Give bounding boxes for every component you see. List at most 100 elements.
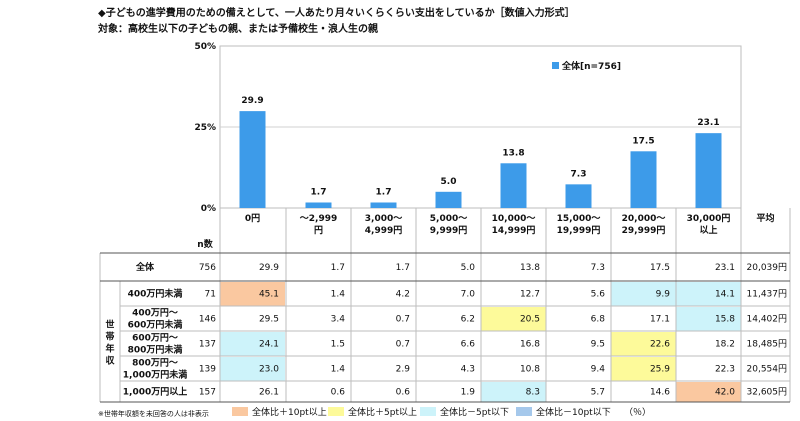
- table-cell: 0.7: [396, 315, 410, 325]
- table-cell: 0.7: [396, 340, 410, 350]
- category-label: 9,999円: [430, 225, 467, 236]
- bar: [305, 202, 332, 208]
- bar: [695, 133, 722, 208]
- row-label: 1,000万円未満: [123, 369, 187, 381]
- row-label: 400万円～: [132, 308, 178, 319]
- bar-value-label: 1.7: [311, 187, 327, 197]
- row-n: 146: [199, 315, 216, 325]
- row-label: 400万円未満: [128, 288, 183, 300]
- table-cell: 16.8: [520, 340, 540, 350]
- highlight-cell: [611, 282, 676, 306]
- highlight-cell: [220, 332, 285, 356]
- table-cell: 1.5: [331, 340, 345, 350]
- table-cell: 23.0: [259, 365, 279, 375]
- bar: [500, 163, 527, 208]
- y-tick-label: 25%: [194, 123, 216, 133]
- table-cell: 42.0: [715, 388, 735, 398]
- bar: [630, 151, 657, 208]
- row-label: 全体: [135, 261, 155, 273]
- group-label-char: 世: [105, 319, 114, 331]
- category-label: 3,000～: [365, 214, 402, 224]
- legend-plus5-swatch: [328, 407, 344, 416]
- table-cell: 5.6: [591, 290, 606, 300]
- row-label: 1,000万円以上: [123, 386, 187, 398]
- chart-title: ◆子どもの進学費用のための備えとして、一人あたり月々いくらくらい支出をしているか…: [98, 8, 575, 19]
- row-n: 139: [199, 365, 216, 375]
- table-cell: 6.2: [461, 315, 475, 325]
- row-label: 600万円～: [132, 333, 178, 344]
- legend-label: 全体[n=756]: [561, 60, 621, 72]
- highlight-cell: [611, 332, 676, 356]
- table-cell: 26.1: [259, 388, 279, 398]
- legend-plus5-label: 全体比＋5pt以上: [348, 408, 417, 418]
- table-cell: 13.8: [520, 263, 540, 273]
- table-cell: 4.3: [461, 365, 475, 375]
- category-label: 0円: [245, 213, 260, 224]
- category-label: ～2,999: [300, 214, 337, 224]
- legend-plus10-swatch: [232, 407, 248, 416]
- table-cell: 17.1: [650, 315, 670, 325]
- category-label: 5,000～: [430, 214, 467, 224]
- highlight-cell: [676, 282, 741, 306]
- table-cell: 15.8: [715, 315, 735, 325]
- category-label: 20,000～: [622, 214, 666, 224]
- row-n: 71: [205, 290, 216, 300]
- table-cell: 14.6: [650, 388, 670, 398]
- highlight-cell: [481, 307, 546, 331]
- bar-value-label: 17.5: [632, 136, 654, 146]
- highlight-cell: [220, 357, 285, 381]
- table-cell: 10.8: [520, 365, 540, 375]
- legend-minus10-swatch: [516, 407, 532, 416]
- category-label: 19,999円: [557, 225, 601, 236]
- row-average: 18,485円: [747, 339, 788, 350]
- row-average: 11,437円: [747, 289, 788, 300]
- table-cell: 1.9: [461, 388, 476, 398]
- category-label: 15,000～: [557, 214, 601, 224]
- table-cell: 1.7: [396, 263, 410, 273]
- chart-subtitle: 対象：高校生以下の子どもの親、または予備校生・浪人生の親: [98, 24, 378, 35]
- footnote: ※世帯年収額を未回答の人は非表示: [98, 410, 209, 418]
- table-cell: 29.5: [259, 315, 279, 325]
- table-cell: 5.7: [591, 388, 605, 398]
- legend-minus10: 全体比－10pt以下: [516, 405, 611, 418]
- percent-unit: （％）: [624, 408, 652, 418]
- row-n: 137: [199, 340, 216, 350]
- legend-plus10-label: 全体比＋10pt以上: [252, 408, 327, 418]
- y-tick-label: 0%: [201, 204, 216, 214]
- table-cell: 25.9: [650, 365, 670, 375]
- row-average: 20,039円: [747, 262, 788, 273]
- row-label: 800万円～: [132, 358, 178, 369]
- group-label-char: 収: [105, 355, 115, 367]
- bar: [435, 191, 462, 208]
- category-label: 以上: [699, 224, 717, 236]
- category-label: 4,999円: [365, 225, 402, 236]
- legend-swatch: [552, 62, 559, 69]
- table-cell: 1.7: [331, 263, 345, 273]
- highlight-cell: [220, 282, 285, 306]
- avg-header: 平均: [756, 212, 774, 224]
- table-cell: 20.5: [520, 315, 540, 325]
- table-cell: 22.6: [650, 340, 670, 350]
- table-cell: 14.1: [715, 290, 735, 300]
- table-cell: 12.7: [520, 290, 540, 300]
- row-n: 157: [199, 388, 216, 398]
- legend-minus10-label: 全体比－10pt以下: [536, 408, 611, 418]
- table-cell: 22.3: [715, 365, 735, 375]
- category-label: 10,000～: [492, 214, 536, 224]
- row-average: 32,605円: [747, 387, 788, 398]
- table-cell: 1.4: [331, 290, 346, 300]
- category-label: 30,000円: [687, 213, 731, 224]
- table-cell: 23.1: [715, 263, 735, 273]
- table-cell: 9.4: [591, 365, 606, 375]
- table-cell: 6.6: [461, 340, 476, 350]
- bar: [370, 202, 397, 208]
- table-cell: 1.4: [331, 365, 346, 375]
- group-label-char: 帯: [105, 331, 114, 343]
- table-cell: 8.3: [526, 388, 540, 398]
- highlight-cell: [611, 357, 676, 381]
- table-cell: 7.3: [591, 263, 605, 273]
- bar-value-label: 5.0: [441, 177, 457, 187]
- table-cell: 45.1: [259, 290, 279, 300]
- table-cell: 0.6: [331, 388, 346, 398]
